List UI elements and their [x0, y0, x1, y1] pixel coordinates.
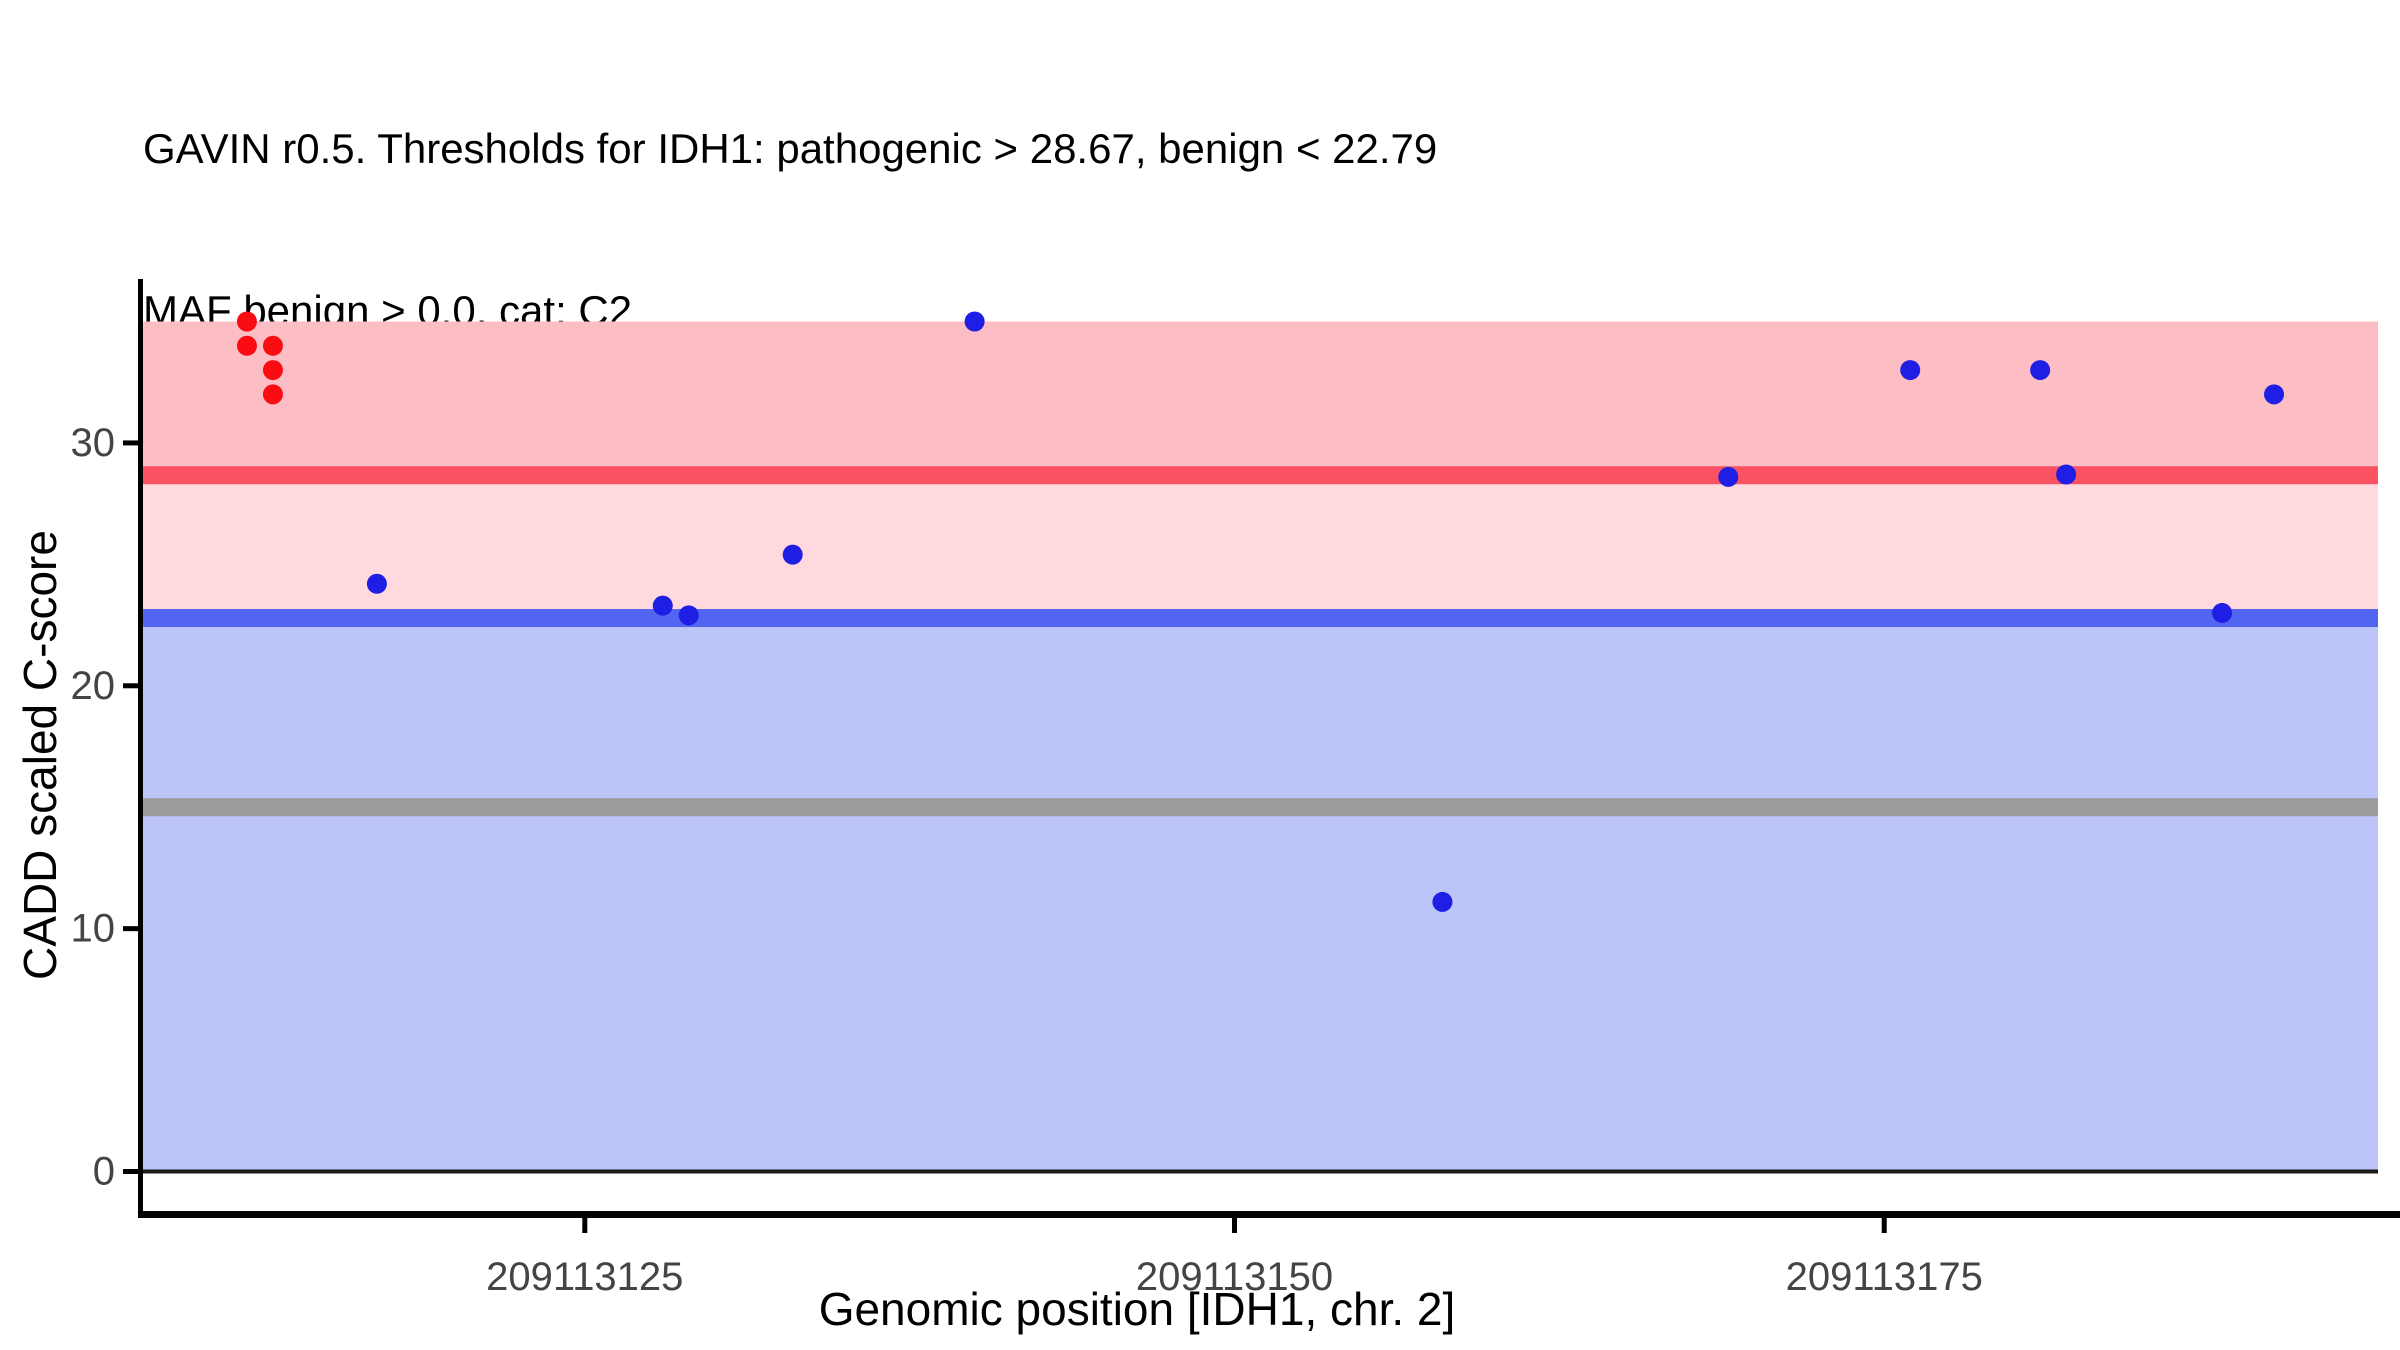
gnomad-variant-point — [1432, 891, 1453, 912]
benign-zone — [143, 618, 2378, 1172]
clinvar-variant-point — [262, 335, 283, 356]
clinvar-variant-point — [236, 335, 257, 356]
clinvar-variant-point — [262, 360, 283, 381]
clinvar-variant-point — [236, 311, 257, 332]
x-tick-mark — [582, 1218, 588, 1233]
y-tick-label: 30 — [71, 421, 116, 465]
gnomad-variant-point — [366, 573, 387, 594]
y-tick-label: 20 — [71, 664, 116, 708]
clinvar-variant-point — [262, 384, 283, 405]
x-axis-title: Genomic position [IDH1, chr. 2] — [818, 1283, 1456, 1335]
gnomad-variant-point — [2264, 384, 2285, 405]
y-tick-mark — [123, 926, 138, 932]
pathogenic-zone — [143, 321, 2378, 476]
intermediate-zone — [143, 475, 2378, 619]
gnomad-variant-point — [1900, 360, 1921, 381]
x-tick-label: 209113125 — [486, 1255, 683, 1299]
y-tick-mark — [123, 1169, 138, 1174]
gnomad-variant-point — [782, 544, 803, 565]
genome-wide-fallback-threshold-line — [143, 798, 2378, 817]
gnomad-variant-point — [678, 605, 699, 626]
y-tick-mark — [123, 440, 138, 446]
x-tick-label: 209113175 — [1786, 1255, 1983, 1299]
pathogenic-threshold-line — [143, 466, 2378, 485]
y-axis-line — [138, 279, 143, 1214]
gnomad-variant-point — [652, 595, 673, 616]
x-axis-line — [138, 1211, 2400, 1218]
x-tick-label: 209113150 — [1136, 1255, 1333, 1299]
zero-baseline — [143, 1169, 2378, 1174]
gnomad-variant-point — [964, 311, 985, 332]
y-tick-label: 10 — [71, 907, 116, 951]
y-tick-mark — [123, 683, 138, 689]
x-tick-mark — [1881, 1218, 1887, 1233]
gnomad-variant-point — [2056, 464, 2077, 485]
plot-title-line-1: GAVIN r0.5. Thresholds for IDH1: pathoge… — [143, 125, 1438, 172]
x-tick-mark — [1232, 1218, 1238, 1233]
y-tick-label: 0 — [93, 1150, 115, 1194]
benign-threshold-line — [143, 609, 2378, 628]
y-axis-title: CADD scaled C-score — [14, 530, 66, 980]
gnomad-variant-point — [2030, 360, 2051, 381]
gnomad-variant-point — [2212, 602, 2233, 623]
gnomad-variant-point — [1718, 466, 1739, 487]
